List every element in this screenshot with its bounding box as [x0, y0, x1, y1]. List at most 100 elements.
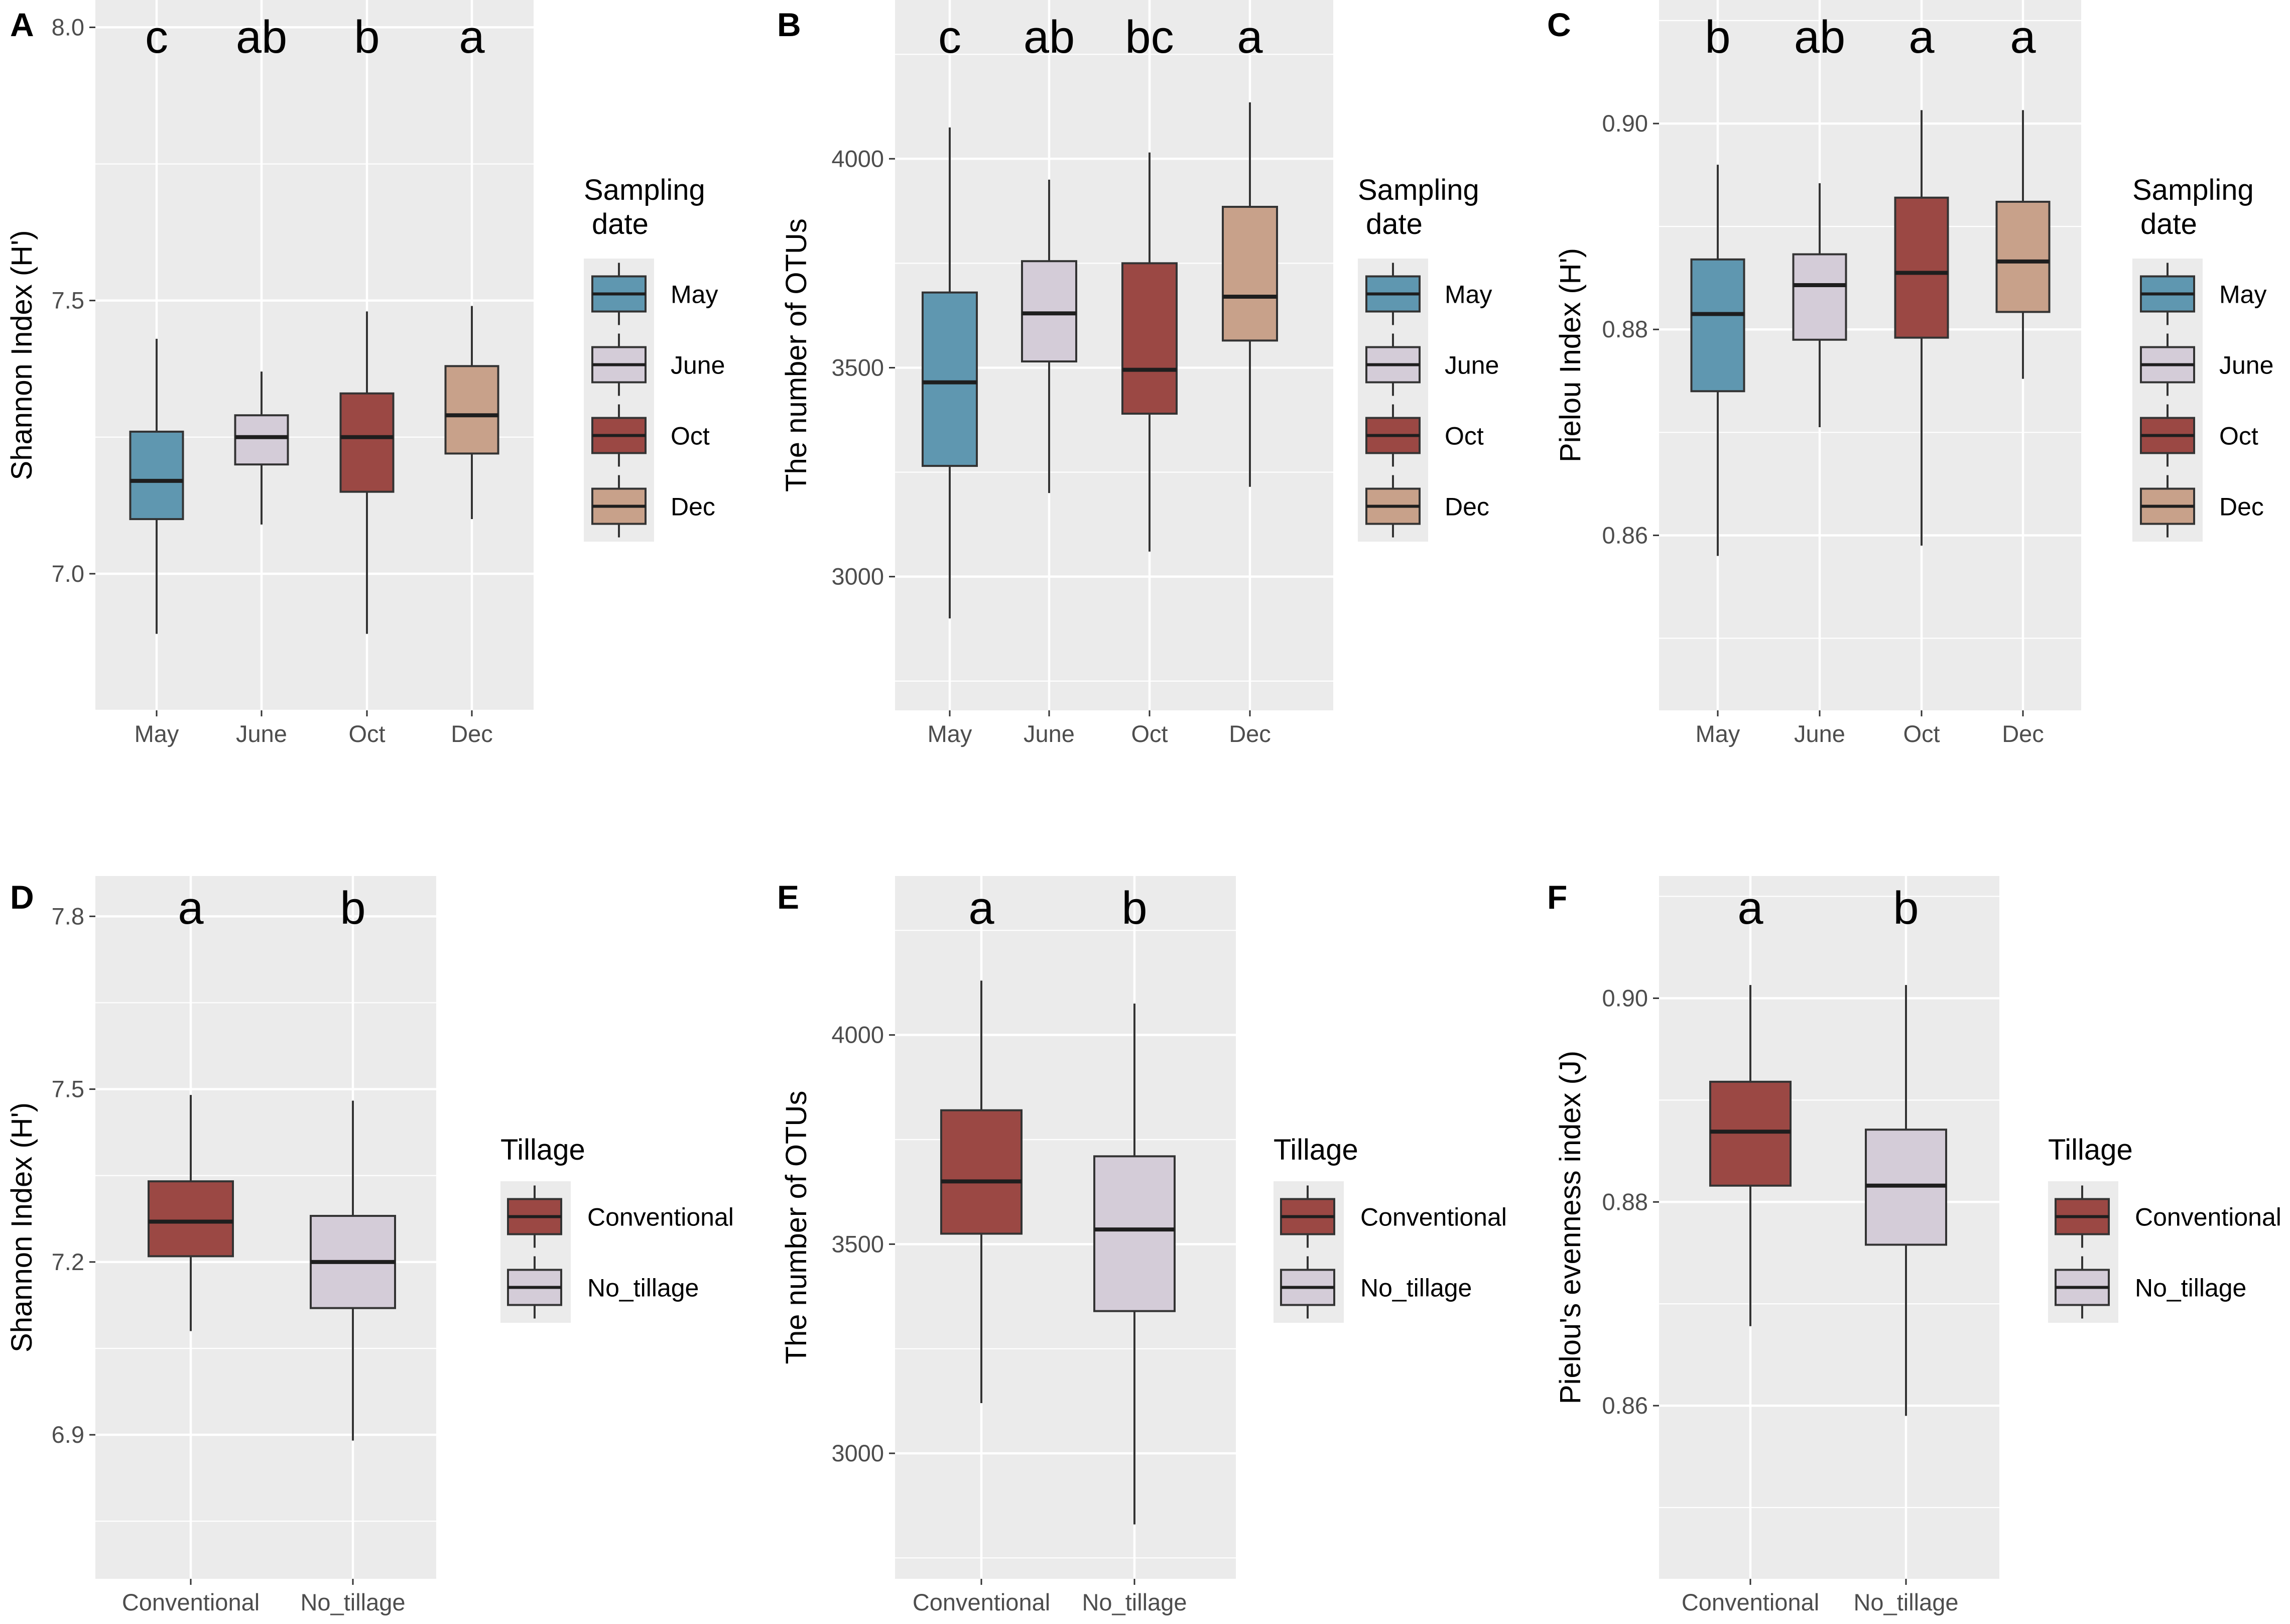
plot-background: [95, 0, 534, 710]
legend-title: Sampling: [1358, 174, 1479, 206]
significance-letter: a: [1237, 12, 1263, 63]
y-tick-label: 0.86: [1602, 522, 1648, 548]
box-iqr: [1995, 200, 2051, 313]
y-axis-label: Pielou's evenness index (J): [1554, 1051, 1587, 1404]
significance-letter: a: [1909, 12, 1935, 63]
y-tick-label: 0.88: [1602, 316, 1648, 342]
y-tick-label: 7.8: [52, 903, 84, 929]
box-may: [922, 127, 978, 618]
significance-letter: ab: [236, 12, 287, 63]
legend-label: Conventional: [587, 1203, 734, 1231]
significance-letter: b: [1121, 883, 1147, 934]
box-dec: [444, 306, 499, 520]
y-tick-label: 7.0: [52, 560, 84, 587]
box-iqr: [234, 414, 289, 466]
y-tick-label: 6.9: [52, 1421, 84, 1448]
x-tick-label: No_tillage: [1853, 1589, 1958, 1615]
panel-label: A: [10, 6, 34, 43]
legend-item-conventional: Conventional: [507, 1185, 734, 1248]
legend-item-no_tillage: No_tillage: [507, 1256, 699, 1319]
legend-label: June: [671, 351, 725, 380]
legend-label: Dec: [671, 493, 715, 521]
x-tick-label: Conventional: [913, 1589, 1050, 1615]
x-tick-label: No_tillage: [300, 1589, 405, 1615]
y-tick-label: 3500: [831, 354, 884, 381]
legend-item-june: June: [591, 333, 725, 396]
x-tick-label: May: [1696, 720, 1740, 747]
panel-a: A 7.0 7.5 8.0 c May ab June b Oct a Dec Shannon Inde…: [6, 0, 725, 747]
x-tick-label: Dec: [2002, 720, 2044, 747]
panel-b: B 3000 3500 4000 c May ab June bc Oct a Dec The numb…: [777, 0, 1499, 747]
x-tick-label: Conventional: [1682, 1589, 1819, 1615]
plot-background: [1659, 876, 1999, 1579]
panel-label: C: [1547, 6, 1571, 43]
box-no_tillage: [310, 1100, 396, 1441]
y-tick-label: 3000: [831, 563, 884, 590]
box-iqr: [1690, 258, 1745, 393]
y-tick-label: 7.2: [52, 1248, 84, 1275]
y-axis-label: Shannon Index (H'): [6, 1102, 38, 1352]
legend-label: May: [671, 281, 718, 309]
legend-item-oct: Oct: [591, 404, 710, 467]
legend-item-conventional: Conventional: [2055, 1185, 2281, 1248]
box-conventional: [1709, 985, 1792, 1326]
legend-label: Conventional: [1360, 1203, 1507, 1231]
box-iqr: [339, 392, 395, 493]
y-tick-label: 3000: [831, 1440, 884, 1466]
box-iqr: [148, 1180, 234, 1258]
legend-title: date: [2140, 208, 2197, 240]
x-tick-label: June: [1794, 720, 1845, 747]
significance-letter: ab: [1794, 12, 1845, 63]
significance-letter: b: [1893, 883, 1919, 934]
y-tick-label: 0.90: [1602, 984, 1648, 1011]
legend: Tillage Conventional No_tillage: [1274, 1134, 1507, 1323]
x-tick-label: Conventional: [122, 1589, 260, 1615]
box-dec: [1222, 102, 1278, 487]
box-may: [129, 338, 184, 634]
panel-f: F 0.86 0.88 0.90 a Conventional b No_tillage Pie…: [1547, 876, 2281, 1615]
legend-label: Oct: [671, 422, 710, 450]
legend-label: No_tillage: [587, 1274, 699, 1302]
legend-label: June: [2219, 351, 2273, 380]
y-tick-label: 7.5: [52, 287, 84, 314]
y-tick-label: 8.0: [52, 14, 84, 40]
legend-item-dec: Dec: [1365, 475, 1489, 538]
x-tick-label: Oct: [1131, 720, 1168, 747]
box-june: [1792, 183, 1847, 428]
legend-label: May: [1445, 281, 1492, 309]
legend-item-oct: Oct: [2140, 404, 2258, 467]
panel-label: E: [777, 879, 799, 916]
y-axis-label: The number of OTUs: [780, 1091, 813, 1364]
legend-item-may: May: [591, 263, 718, 325]
box-iqr: [1222, 206, 1278, 342]
significance-letter: a: [178, 883, 204, 934]
x-tick-label: June: [236, 720, 287, 747]
legend-label: No_tillage: [1360, 1274, 1472, 1302]
significance-letter: b: [1705, 12, 1730, 63]
y-tick-label: 7.5: [52, 1076, 84, 1102]
box-conventional: [148, 1095, 234, 1331]
legend-item-june: June: [1365, 333, 1499, 396]
legend-label: No_tillage: [2135, 1274, 2246, 1302]
x-tick-label: Dec: [1229, 720, 1271, 747]
y-tick-label: 4000: [831, 145, 884, 172]
x-tick-label: Dec: [451, 720, 493, 747]
significance-letter: a: [1737, 883, 1763, 934]
box-oct: [1121, 152, 1178, 552]
y-tick-label: 4000: [831, 1022, 884, 1048]
legend-title: Tillage: [2048, 1134, 2133, 1166]
panel-label: D: [10, 879, 34, 916]
significance-letter: a: [459, 12, 485, 63]
legend-label: Dec: [2219, 493, 2264, 521]
panel-label: B: [777, 6, 801, 43]
y-axis-label: Pielou Index (H'): [1554, 248, 1587, 462]
box-june: [1021, 179, 1077, 493]
significance-letter: b: [340, 883, 365, 934]
legend-title: Sampling: [2132, 174, 2254, 206]
legend-title: date: [592, 208, 649, 240]
box-iqr: [1121, 262, 1178, 415]
x-tick-label: Oct: [348, 720, 385, 747]
legend-label: Dec: [1445, 493, 1489, 521]
